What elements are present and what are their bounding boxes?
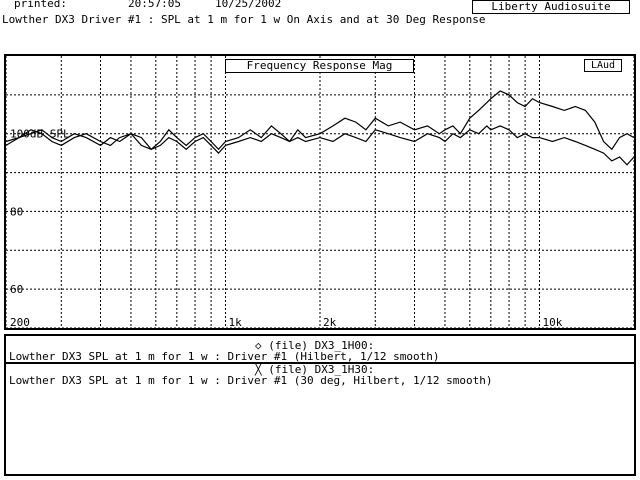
laud-badge: LAud	[584, 59, 622, 72]
legend-entry-2-desc: Lowther DX3 SPL at 1 m for 1 w : Driver …	[9, 374, 493, 387]
legend-entry-1-head: ◇ (file) DX3_1H00:	[255, 339, 375, 352]
y-tick-label: 80	[10, 205, 23, 218]
plot-frame	[4, 54, 636, 330]
x-tick-label: 200	[10, 316, 30, 329]
chart-header-title: Lowther DX3 Driver #1 : SPL at 1 m for 1…	[2, 13, 486, 26]
legend-entry-1-desc: Lowther DX3 SPL at 1 m for 1 w : Driver …	[9, 350, 440, 363]
brand-label: Liberty Audiosuite	[472, 0, 630, 14]
x-tick-label: 1k	[228, 316, 242, 329]
legend-separator	[4, 362, 636, 364]
print-time: 20:57:05	[128, 0, 181, 10]
y-tick-label: 60	[10, 283, 23, 296]
printed-label: printed:	[14, 0, 67, 10]
legend-entry-2-head: ╳ (file) DX3_1H30:	[255, 363, 375, 376]
series-line-2	[5, 125, 635, 166]
x-tick-label: 10k	[542, 316, 562, 329]
legend-panel	[4, 334, 636, 476]
x-tick-label: 2k	[323, 316, 337, 329]
plot-title: Frequency Response Mag	[225, 59, 414, 73]
series-line-1	[5, 90, 635, 151]
y-tick-label: 100dB SPL	[10, 128, 70, 141]
print-date: 10/25/2002	[215, 0, 282, 10]
